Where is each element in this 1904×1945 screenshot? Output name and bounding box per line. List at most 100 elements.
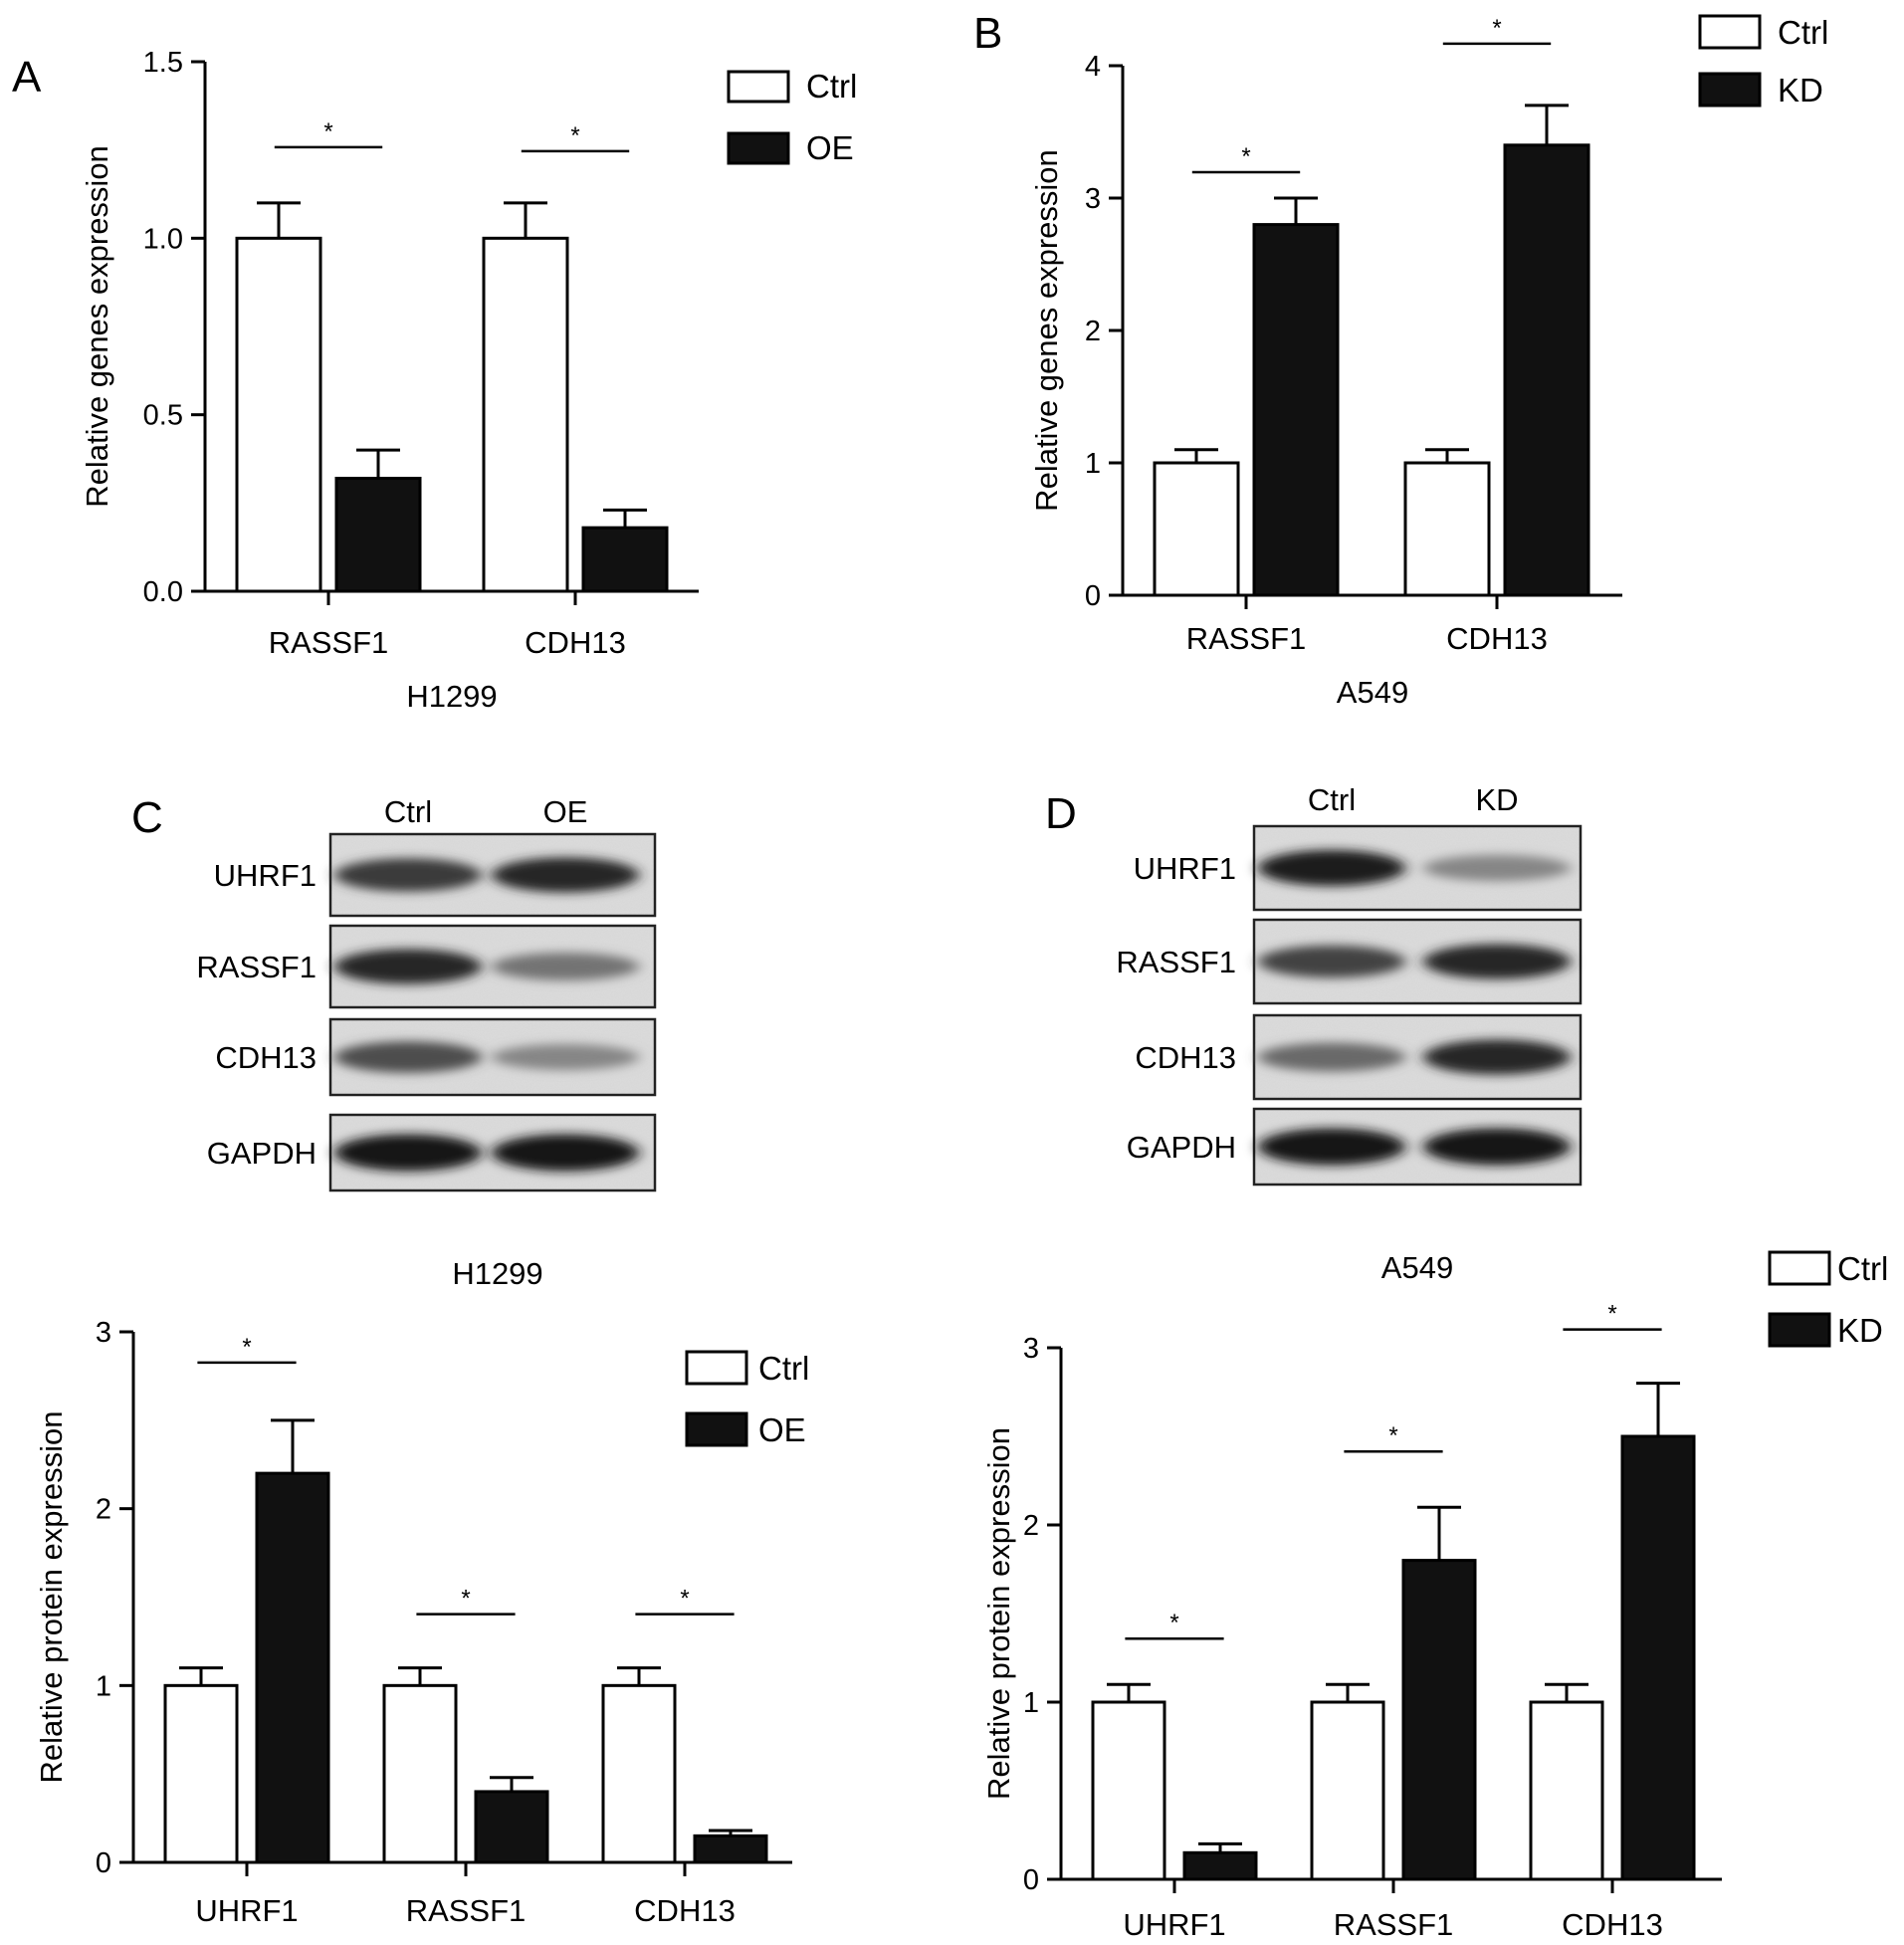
x-tick-label: CDH13: [525, 625, 626, 660]
blot-row-label-gapdh: GAPDH: [1127, 1130, 1236, 1165]
y-tick-label: 0.0: [143, 576, 183, 608]
significance-star: *: [570, 122, 579, 149]
significance-star: *: [680, 1586, 689, 1613]
legend-swatch-kd: [1768, 1312, 1831, 1348]
legend-label-ctrl: Ctrl: [758, 1350, 809, 1387]
significance-star: *: [1607, 1301, 1616, 1328]
significance-star: *: [242, 1334, 251, 1361]
y-tick-label: 1.0: [143, 223, 183, 255]
chart-title: H1299: [452, 1256, 542, 1291]
x-tick-label: RASSF1: [269, 625, 389, 660]
y-tick-label: 3: [96, 1317, 111, 1349]
x-axis-label: H1299: [406, 679, 497, 714]
y-tick-label: 0.5: [143, 400, 183, 432]
blot-row-label-cdh13: CDH13: [1135, 1040, 1236, 1075]
x-axis-label: A549: [1337, 675, 1408, 710]
blot-band-cdh13-kd: [1423, 1039, 1571, 1075]
blot-band-uhrf1-oe: [492, 857, 639, 893]
bar-ctrl-rassf1: [235, 236, 322, 593]
blot-band-rassf1-ctrl: [334, 949, 482, 984]
panel-letter-b: B: [973, 9, 1002, 58]
x-tick-label: UHRF1: [195, 1893, 298, 1928]
blot-band-gapdh-ctrl: [1258, 1128, 1405, 1166]
legend-label-ctrl: Ctrl: [1837, 1250, 1888, 1287]
legend-swatch-ctrl: [1768, 1250, 1831, 1286]
bar-ctrl-rassf1: [382, 1683, 458, 1864]
y-tick-label: 2: [1023, 1510, 1039, 1542]
bar-ctrl-uhrf1: [1091, 1700, 1166, 1881]
bar-oe-rassf1: [474, 1790, 549, 1864]
panel-letter-c: C: [131, 793, 163, 842]
y-tick-label: 0: [1023, 1864, 1039, 1896]
blot-row-label-rassf1: RASSF1: [196, 950, 317, 984]
legend-label-kd: KD: [1778, 72, 1823, 108]
x-tick-label: CDH13: [1446, 621, 1548, 656]
bar-kd-cdh13: [1620, 1434, 1696, 1881]
y-tick-label: 1.5: [143, 47, 183, 79]
lane-label-oe: OE: [543, 794, 588, 829]
bar-ctrl-cdh13: [1529, 1700, 1604, 1881]
bar-ctrl-rassf1: [1153, 461, 1240, 597]
bar-ctrl-cdh13: [601, 1683, 677, 1864]
significance-star: *: [1241, 143, 1250, 170]
bar-oe-cdh13: [693, 1834, 768, 1864]
lane-label-kd: KD: [1475, 782, 1518, 817]
bar-kd-cdh13: [1503, 143, 1590, 597]
bar-kd-rassf1: [1401, 1559, 1477, 1881]
legend-label-ctrl: Ctrl: [806, 68, 857, 105]
western-blot-d: Ctrl KD UHRF1 RASSF1 CDH13 GAPDH: [1116, 782, 1583, 1187]
blot-band-gapdh-ctrl: [334, 1134, 482, 1172]
panel-letter-d: D: [1045, 789, 1077, 838]
y-axis-label: Relative protein expression: [981, 1427, 1016, 1800]
lane-label-ctrl: Ctrl: [1308, 782, 1356, 817]
y-tick-label: 0: [1085, 580, 1101, 612]
y-tick-label: 3: [1023, 1333, 1039, 1365]
blot-band-rassf1-ctrl: [1258, 945, 1405, 978]
bar-ctrl-uhrf1: [163, 1683, 239, 1864]
y-tick-label: 0: [96, 1847, 111, 1879]
y-tick-label: 1: [96, 1670, 111, 1702]
x-tick-label: UHRF1: [1123, 1907, 1225, 1942]
y-axis-label: Relative genes expression: [1029, 149, 1064, 512]
significance-star: *: [1169, 1610, 1178, 1636]
y-tick-label: 2: [1085, 316, 1101, 347]
blot-row-label-rassf1: RASSF1: [1116, 945, 1236, 979]
legend-swatch-oe: [727, 131, 790, 165]
y-tick-label: 3: [1085, 183, 1101, 215]
legend-swatch-kd: [1698, 72, 1762, 108]
significance-star: *: [461, 1586, 470, 1613]
legend-swatch-ctrl: [685, 1350, 748, 1386]
x-tick-label: RASSF1: [1186, 621, 1307, 656]
x-tick-label: CDH13: [634, 1893, 736, 1928]
y-axis-label: Relative genes expression: [80, 145, 114, 508]
y-tick-label: 1: [1085, 448, 1101, 480]
y-tick-label: 1: [1023, 1687, 1039, 1719]
blot-row-label-cdh13: CDH13: [215, 1040, 317, 1075]
bar-kd-rassf1: [1252, 223, 1340, 597]
bar-ctrl-cdh13: [482, 236, 569, 593]
legend-label-ctrl: Ctrl: [1778, 14, 1828, 51]
bar-oe-cdh13: [581, 526, 669, 593]
lane-label-ctrl: Ctrl: [384, 794, 432, 829]
significance-star: *: [1492, 15, 1501, 42]
legend-swatch-oe: [685, 1411, 748, 1447]
western-blot-c: Ctrl OE UHRF1 RASSF1 CDH13 GAPDH: [196, 794, 657, 1192]
blot-band-cdh13-oe: [492, 1043, 639, 1071]
legend-swatch-ctrl: [727, 70, 790, 104]
blot-band-cdh13-ctrl: [1258, 1042, 1405, 1072]
bar-ctrl-cdh13: [1403, 461, 1491, 597]
chart-panel-a: 0.0 0.5 1.0 1.5 Relative genes expression RAS…: [80, 47, 857, 714]
bar-kd-uhrf1: [1182, 1850, 1258, 1881]
blot-band-uhrf1-ctrl: [334, 858, 482, 892]
blot-row-label-uhrf1: UHRF1: [1134, 851, 1236, 886]
bar-oe-uhrf1: [255, 1471, 330, 1864]
x-tick-label: RASSF1: [1334, 1907, 1454, 1942]
y-axis-label: Relative protein expression: [34, 1411, 69, 1784]
blot-row-label-uhrf1: UHRF1: [214, 858, 317, 893]
chart-panel-d: 0 1 2 3 Relative protein expression UHRF1 * RAS…: [981, 1250, 1888, 1942]
blot-row-label-gapdh: GAPDH: [207, 1136, 317, 1171]
chart-title: A549: [1381, 1250, 1453, 1285]
bar-ctrl-rassf1: [1310, 1700, 1385, 1881]
blot-band-rassf1-kd: [1423, 944, 1571, 979]
